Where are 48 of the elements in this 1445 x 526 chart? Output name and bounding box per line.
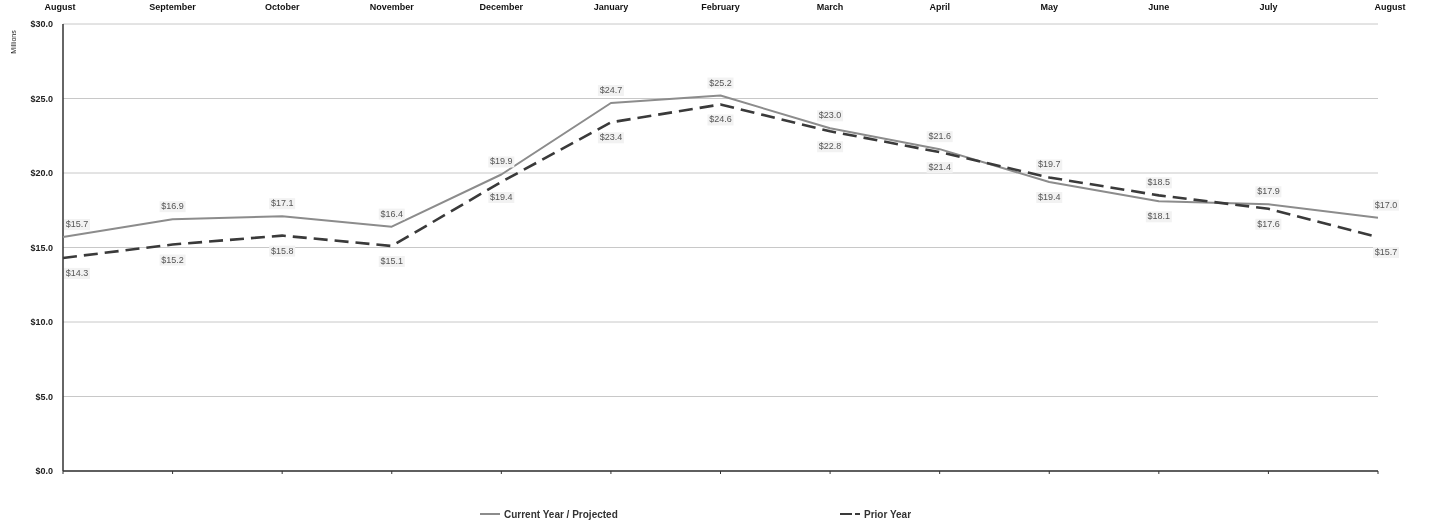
data-label: $24.7 bbox=[599, 84, 623, 95]
y-tick-label: $30.0 bbox=[30, 19, 53, 30]
x-tick-label: August bbox=[44, 2, 76, 12]
data-label: $14.3 bbox=[65, 267, 89, 278]
x-tick-label: July bbox=[1259, 2, 1278, 12]
y-tick-label: $20.0 bbox=[30, 168, 53, 179]
y-tick-label: $15.0 bbox=[30, 242, 53, 253]
data-label: $23.4 bbox=[599, 132, 623, 143]
x-tick-label: August bbox=[1374, 2, 1406, 12]
data-label: $19.7 bbox=[1037, 159, 1061, 170]
data-label: $21.6 bbox=[928, 131, 951, 142]
data-label: $16.9 bbox=[161, 201, 184, 212]
data-label: $19.9 bbox=[490, 156, 513, 167]
data-label: $15.7 bbox=[1374, 247, 1398, 258]
x-tick-label: February bbox=[701, 2, 740, 12]
data-label: $24.6 bbox=[709, 114, 732, 125]
data-label: $19.4 bbox=[1037, 191, 1061, 202]
data-label: $17.0 bbox=[1374, 199, 1398, 210]
data-label: $18.5 bbox=[1147, 177, 1171, 188]
y-tick-label: $5.0 bbox=[35, 391, 53, 402]
data-label: $15.8 bbox=[270, 245, 294, 256]
data-label: $22.8 bbox=[818, 141, 842, 152]
legend-label: Prior Year bbox=[864, 508, 912, 520]
x-tick-label: October bbox=[264, 2, 300, 12]
y-tick-label: $10.0 bbox=[30, 317, 53, 328]
y-tick-label: $25.0 bbox=[30, 93, 53, 104]
data-label: $15.2 bbox=[161, 254, 184, 265]
x-tick-label: September bbox=[149, 2, 197, 12]
data-label: $23.0 bbox=[818, 110, 842, 121]
data-label: $15.7 bbox=[65, 219, 89, 230]
data-label: $25.2 bbox=[709, 77, 732, 88]
data-label: $17.9 bbox=[1257, 186, 1280, 197]
x-tick-label: March bbox=[816, 2, 844, 12]
x-tick-label: May bbox=[1040, 2, 1059, 12]
legend-label: Current Year / Projected bbox=[504, 508, 618, 520]
data-label: $17.6 bbox=[1257, 218, 1280, 229]
x-tick-label: January bbox=[593, 2, 629, 12]
data-label: $16.4 bbox=[380, 208, 404, 219]
x-tick-label: November bbox=[369, 2, 415, 12]
x-tick-label: June bbox=[1148, 2, 1170, 12]
x-tick-label: December bbox=[479, 2, 524, 12]
data-label: $19.4 bbox=[490, 191, 513, 202]
x-tick-label: April bbox=[929, 2, 950, 12]
data-label: $17.1 bbox=[270, 198, 294, 209]
data-label: $21.4 bbox=[928, 162, 951, 173]
y-tick-label: $0.0 bbox=[35, 466, 53, 477]
data-label: $15.1 bbox=[380, 256, 404, 267]
data-label: $18.1 bbox=[1147, 211, 1171, 222]
